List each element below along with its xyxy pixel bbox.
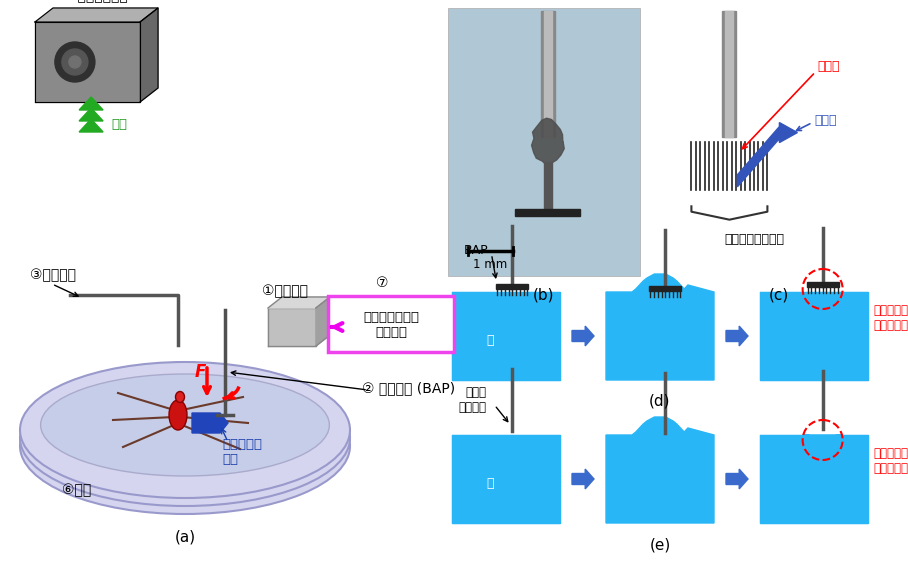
Text: (a): (a) [174,530,195,545]
Text: 微細毛: 微細毛 [817,60,840,73]
Circle shape [54,42,95,82]
Polygon shape [516,209,580,215]
Polygon shape [725,11,734,137]
Text: ⑦: ⑦ [376,276,389,290]
Bar [655,8,903,276]
Ellipse shape [169,400,187,430]
Text: メニスカスが
形成される: メニスカスが 形成される [873,447,908,475]
Text: (e): (e) [649,537,671,552]
Polygon shape [316,297,330,346]
Text: ⑥水槽: ⑥水槽 [62,483,91,497]
Polygon shape [268,308,316,346]
Text: ①カセンサ: ①カセンサ [262,284,308,298]
Ellipse shape [20,378,350,514]
Circle shape [69,56,81,68]
Text: 1 mm: 1 mm [473,258,508,271]
Polygon shape [726,469,748,489]
Text: 録画: 録画 [111,117,127,130]
Text: (c): (c) [769,288,789,303]
Text: F: F [195,363,206,381]
Polygon shape [79,108,104,121]
Polygon shape [79,97,104,110]
Text: ④高速度カメラ: ④高速度カメラ [65,0,128,3]
Polygon shape [35,22,140,102]
Polygon shape [723,11,736,137]
Polygon shape [803,435,843,445]
Ellipse shape [20,370,350,506]
Text: 低摩擦: 低摩擦 [814,114,837,127]
Text: 水: 水 [486,477,494,490]
Text: ③固定治具: ③固定治具 [30,268,76,282]
Text: 中脲の漿ぐ
動作: 中脲の漿ぐ 動作 [222,438,262,466]
Text: BAP: BAP [464,244,489,257]
Ellipse shape [175,392,184,403]
Polygon shape [531,118,564,165]
Polygon shape [79,119,104,132]
Polygon shape [497,284,528,289]
Polygon shape [806,282,839,287]
Text: (d): (d) [649,394,671,409]
Polygon shape [572,469,594,489]
Ellipse shape [20,362,350,498]
FancyBboxPatch shape [328,296,454,352]
Text: 測定データ収録
システム: 測定データ収録 システム [363,311,419,339]
Bar [448,8,640,276]
Polygon shape [649,286,681,291]
Text: 水: 水 [486,334,494,347]
Polygon shape [737,123,797,187]
Polygon shape [544,11,552,137]
Circle shape [62,49,88,75]
Polygon shape [606,274,714,380]
Polygon shape [606,417,714,523]
Polygon shape [452,292,560,380]
Polygon shape [760,435,868,523]
Polygon shape [541,11,555,137]
Text: アメンボ脲流用部: アメンボ脲流用部 [725,233,785,246]
Text: (b): (b) [533,288,555,303]
Polygon shape [268,297,330,308]
Polygon shape [192,413,228,433]
Text: 通常の
プローブ: 通常の プローブ [459,386,487,414]
Polygon shape [760,292,868,380]
Polygon shape [572,326,594,346]
Polygon shape [140,8,158,102]
Polygon shape [35,8,158,22]
Polygon shape [544,162,552,212]
Text: ② プローブ (BAP): ② プローブ (BAP) [362,381,455,395]
Text: メニスカスが
形成されない: メニスカスが 形成されない [873,305,908,332]
Polygon shape [452,435,560,523]
Ellipse shape [41,374,330,476]
Polygon shape [726,326,748,346]
